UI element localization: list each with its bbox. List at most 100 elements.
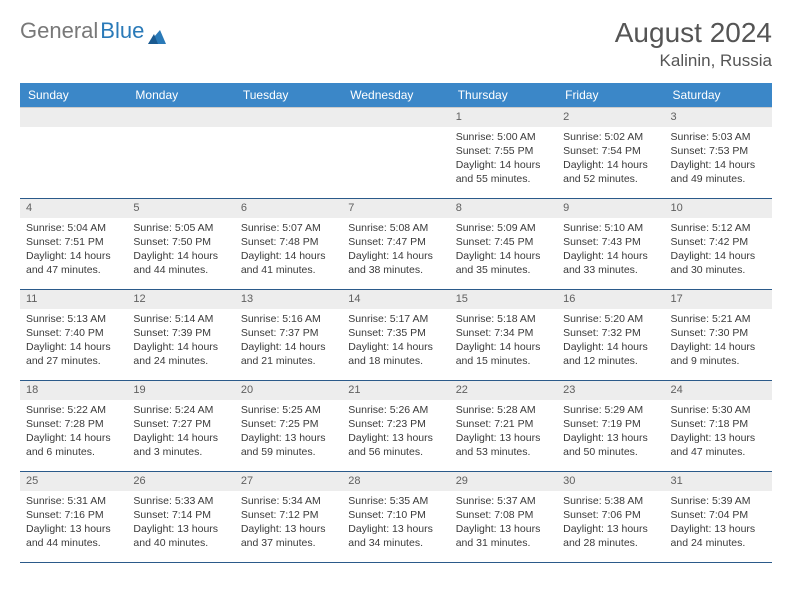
day-cell: [342, 108, 449, 198]
daylight-line: Daylight: 13 hours and 53 minutes.: [456, 431, 551, 459]
sunrise-line: Sunrise: 5:35 AM: [348, 494, 443, 508]
day-cell: 27Sunrise: 5:34 AMSunset: 7:12 PMDayligh…: [235, 472, 342, 562]
day-number: 2: [557, 108, 664, 127]
sunrise-line: Sunrise: 5:29 AM: [563, 403, 658, 417]
day-number: 21: [342, 381, 449, 400]
daylight-line: Daylight: 14 hours and 27 minutes.: [26, 340, 121, 368]
week-row: 11Sunrise: 5:13 AMSunset: 7:40 PMDayligh…: [20, 290, 772, 381]
day-number: 9: [557, 199, 664, 218]
day-cell: 18Sunrise: 5:22 AMSunset: 7:28 PMDayligh…: [20, 381, 127, 471]
day-number: [20, 108, 127, 127]
day-number: 30: [557, 472, 664, 491]
week-row: 18Sunrise: 5:22 AMSunset: 7:28 PMDayligh…: [20, 381, 772, 472]
day-cell: 21Sunrise: 5:26 AMSunset: 7:23 PMDayligh…: [342, 381, 449, 471]
sunset-line: Sunset: 7:32 PM: [563, 326, 658, 340]
weekday-header: Sunday: [20, 83, 127, 107]
day-number: 1: [450, 108, 557, 127]
sunrise-line: Sunrise: 5:10 AM: [563, 221, 658, 235]
day-cell: 9Sunrise: 5:10 AMSunset: 7:43 PMDaylight…: [557, 199, 664, 289]
day-cell: 6Sunrise: 5:07 AMSunset: 7:48 PMDaylight…: [235, 199, 342, 289]
day-cell: 15 Sunrise: 5:18 AMSunset: 7:34 PMDayligh…: [450, 290, 557, 380]
sunrise-line: Sunrise: 5:26 AM: [348, 403, 443, 417]
daylight-line: Daylight: 14 hours and 3 minutes.: [133, 431, 228, 459]
brand-logo: GeneralBlue: [20, 18, 166, 44]
sunset-line: Sunset: 7:04 PM: [671, 508, 766, 522]
sunrise-line: Sunrise: 5:38 AM: [563, 494, 658, 508]
sunrise-line: Sunrise: 5:08 AM: [348, 221, 443, 235]
sunrise-line: Sunrise: 5:34 AM: [241, 494, 336, 508]
sunrise-line: Sunrise: 5:04 AM: [26, 221, 121, 235]
sunset-line: Sunset: 7:28 PM: [26, 417, 121, 431]
sunrise-line: Sunrise: 5:28 AM: [456, 403, 551, 417]
day-cell: 25Sunrise: 5:31 AMSunset: 7:16 PMDayligh…: [20, 472, 127, 562]
sunrise-line: Sunrise: 5:13 AM: [26, 312, 121, 326]
day-number: 11: [20, 290, 127, 309]
sunset-line: Sunset: 7:10 PM: [348, 508, 443, 522]
day-cell: 10Sunrise: 5:12 AMSunset: 7:42 PMDayligh…: [665, 199, 772, 289]
brand-part1: General: [20, 18, 98, 44]
day-number: 4: [20, 199, 127, 218]
sunrise-line: Sunrise: 5:12 AM: [671, 221, 766, 235]
daylight-line: Daylight: 14 hours and 35 minutes.: [456, 249, 551, 277]
sunset-line: Sunset: 7:06 PM: [563, 508, 658, 522]
brand-part2: Blue: [100, 18, 144, 44]
sunset-line: Sunset: 7:39 PM: [133, 326, 228, 340]
day-cell: 28Sunrise: 5:35 AMSunset: 7:10 PMDayligh…: [342, 472, 449, 562]
weekday-header: Friday: [557, 83, 664, 107]
day-number: 14: [342, 290, 449, 309]
day-cell: 23Sunrise: 5:29 AMSunset: 7:19 PMDayligh…: [557, 381, 664, 471]
day-number: 15: [450, 290, 557, 309]
daylight-line: Daylight: 14 hours and 41 minutes.: [241, 249, 336, 277]
weekday-header: Wednesday: [342, 83, 449, 107]
daylight-line: Daylight: 13 hours and 56 minutes.: [348, 431, 443, 459]
day-cell: 20Sunrise: 5:25 AMSunset: 7:25 PMDayligh…: [235, 381, 342, 471]
sunrise-line: Sunrise: 5:39 AM: [671, 494, 766, 508]
sunset-line: Sunset: 7:30 PM: [671, 326, 766, 340]
day-cell: 3Sunrise: 5:03 AMSunset: 7:53 PMDaylight…: [665, 108, 772, 198]
week-row: 1Sunrise: 5:00 AMSunset: 7:55 PMDaylight…: [20, 107, 772, 199]
daylight-line: Daylight: 14 hours and 9 minutes.: [671, 340, 766, 368]
sunset-line: Sunset: 7:40 PM: [26, 326, 121, 340]
sunrise-line: Sunrise: 5:05 AM: [133, 221, 228, 235]
daylight-line: Daylight: 13 hours and 40 minutes.: [133, 522, 228, 550]
daylight-line: Daylight: 14 hours and 47 minutes.: [26, 249, 121, 277]
day-cell: 29Sunrise: 5:37 AMSunset: 7:08 PMDayligh…: [450, 472, 557, 562]
sunrise-line: Sunrise: 5:17 AM: [348, 312, 443, 326]
day-number: 5: [127, 199, 234, 218]
sunrise-line: Sunrise: 5:24 AM: [133, 403, 228, 417]
sunrise-line: Sunrise: 5:16 AM: [241, 312, 336, 326]
daylight-line: Daylight: 14 hours and 15 minutes.: [456, 340, 551, 368]
month-title: August 2024: [615, 18, 772, 49]
daylight-line: Daylight: 14 hours and 18 minutes.: [348, 340, 443, 368]
daylight-line: Daylight: 13 hours and 50 minutes.: [563, 431, 658, 459]
location-label: Kalinin, Russia: [615, 51, 772, 71]
sunrise-line: Sunrise: 5:02 AM: [563, 130, 658, 144]
day-number: 10: [665, 199, 772, 218]
sunrise-line: Sunrise: 5:09 AM: [456, 221, 551, 235]
sunset-line: Sunset: 7:12 PM: [241, 508, 336, 522]
sunrise-line: Sunrise: 5:07 AM: [241, 221, 336, 235]
daylight-line: Daylight: 13 hours and 24 minutes.: [671, 522, 766, 550]
sunset-line: Sunset: 7:21 PM: [456, 417, 551, 431]
weekday-header: Monday: [127, 83, 234, 107]
sunset-line: Sunset: 7:54 PM: [563, 144, 658, 158]
day-number: 31: [665, 472, 772, 491]
day-cell: 17Sunrise: 5:21 AMSunset: 7:30 PMDayligh…: [665, 290, 772, 380]
daylight-line: Daylight: 14 hours and 55 minutes.: [456, 158, 551, 186]
weekday-header-row: SundayMondayTuesdayWednesdayThursdayFrid…: [20, 83, 772, 107]
daylight-line: Daylight: 14 hours and 12 minutes.: [563, 340, 658, 368]
sunset-line: Sunset: 7:53 PM: [671, 144, 766, 158]
day-cell: 26Sunrise: 5:33 AMSunset: 7:14 PMDayligh…: [127, 472, 234, 562]
sunset-line: Sunset: 7:34 PM: [456, 326, 551, 340]
day-number: 18: [20, 381, 127, 400]
sunset-line: Sunset: 7:55 PM: [456, 144, 551, 158]
day-cell: 14Sunrise: 5:17 AMSunset: 7:35 PMDayligh…: [342, 290, 449, 380]
daylight-line: Daylight: 14 hours and 33 minutes.: [563, 249, 658, 277]
sunrise-line: Sunrise: 5:25 AM: [241, 403, 336, 417]
day-cell: 1Sunrise: 5:00 AMSunset: 7:55 PMDaylight…: [450, 108, 557, 198]
day-number: 17: [665, 290, 772, 309]
day-number: [127, 108, 234, 127]
sunset-line: Sunset: 7:47 PM: [348, 235, 443, 249]
sunrise-line: Sunrise: 5:18 AM: [456, 312, 551, 326]
day-cell: 31 Sunrise: 5:39 AMSunset: 7:04 PMDayligh…: [665, 472, 772, 562]
